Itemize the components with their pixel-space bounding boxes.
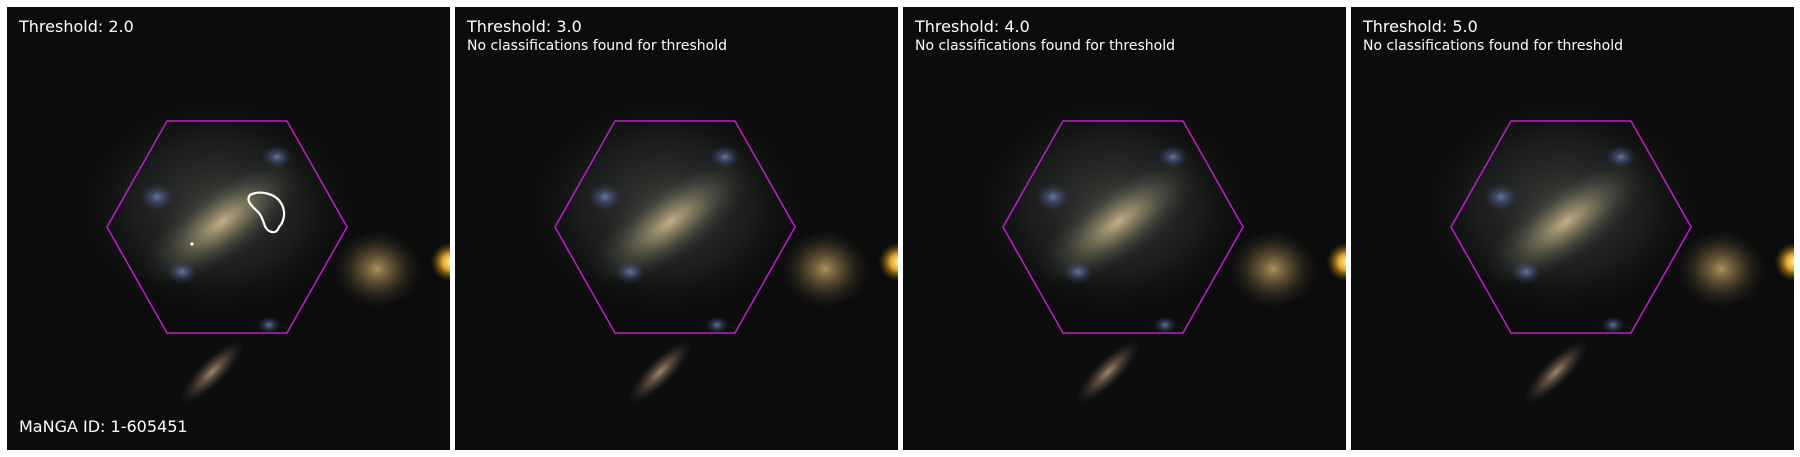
classification-dot [190, 242, 194, 246]
classification-contour [247, 191, 286, 234]
no-classifications-message: No classifications found for threshold [467, 38, 727, 54]
ifu-hexagon [554, 120, 796, 334]
galaxy-image [455, 7, 898, 450]
galaxy-image [7, 7, 450, 450]
threshold-label: Threshold: 2.0 [19, 17, 134, 36]
image-panel-threshold-5: Threshold: 5.0 No classifications found … [1351, 7, 1794, 450]
threshold-label: Threshold: 5.0 [1363, 17, 1478, 36]
no-classifications-message: No classifications found for threshold [1363, 38, 1623, 54]
galaxy-image [903, 7, 1346, 450]
manga-id-label: MaNGA ID: 1-605451 [19, 417, 188, 436]
ifu-hexagon [1002, 120, 1244, 334]
threshold-label: Threshold: 4.0 [915, 17, 1030, 36]
image-panel-threshold-2: Threshold: 2.0 MaNGA ID: 1-605451 [7, 7, 450, 450]
image-panel-threshold-3: Threshold: 3.0 No classifications found … [455, 7, 898, 450]
ifu-hexagon [106, 120, 348, 334]
image-panel-threshold-4: Threshold: 4.0 No classifications found … [903, 7, 1346, 450]
ifu-hexagon [1450, 120, 1692, 334]
no-classifications-message: No classifications found for threshold [915, 38, 1175, 54]
galaxy-image [1351, 7, 1794, 450]
threshold-label: Threshold: 3.0 [467, 17, 582, 36]
